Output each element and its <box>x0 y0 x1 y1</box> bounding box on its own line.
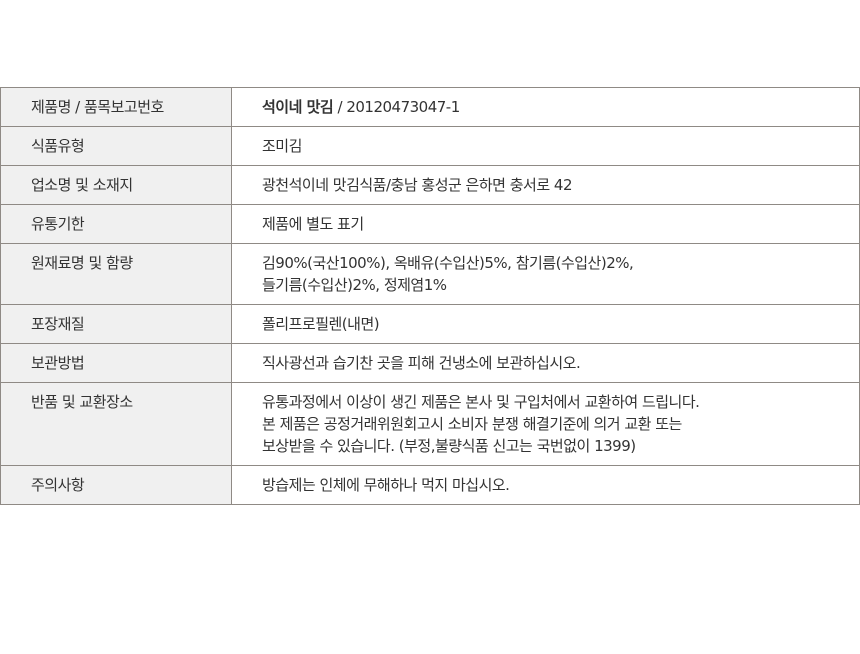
row-value: 김90%(국산100%), 옥배유(수입산)5%, 참기름(수입산)2%, 들기… <box>231 243 860 305</box>
row-value: 석이네 맛김 / 20120473047-1 <box>231 87 860 127</box>
row-label: 보관방법 <box>0 343 232 383</box>
value-line: 들기름(수입산)2%, 정제염1% <box>262 276 447 294</box>
row-value: 직사광선과 습기찬 곳을 피해 건냉소에 보관하십시오. <box>231 343 860 383</box>
table-row: 식품유형 조미김 <box>0 126 860 166</box>
row-value: 조미김 <box>231 126 860 166</box>
row-label: 원재료명 및 함량 <box>0 243 232 305</box>
table-row: 업소명 및 소재지 광천석이네 맛김식품/충남 홍성군 은하면 충서로 42 <box>0 165 860 205</box>
product-info-table: 제품명 / 품목보고번호 석이네 맛김 / 20120473047-1 식품유형… <box>0 87 860 505</box>
row-label: 주의사항 <box>0 465 232 505</box>
row-label: 식품유형 <box>0 126 232 166</box>
row-label: 제품명 / 품목보고번호 <box>0 87 232 127</box>
row-label: 포장재질 <box>0 304 232 344</box>
table-row: 보관방법 직사광선과 습기찬 곳을 피해 건냉소에 보관하십시오. <box>0 343 860 383</box>
row-value: 방습제는 인체에 무해하나 먹지 마십시오. <box>231 465 860 505</box>
report-number: / 20120473047-1 <box>333 98 461 116</box>
value-line: 보상받을 수 있습니다. (부정,불량식품 신고는 국번없이 1399) <box>262 437 636 455</box>
value-line: 유통과정에서 이상이 생긴 제품은 본사 및 구입처에서 교환하여 드립니다. <box>262 393 700 411</box>
table-row: 포장재질 폴리프로필렌(내면) <box>0 304 860 344</box>
row-value: 유통과정에서 이상이 생긴 제품은 본사 및 구입처에서 교환하여 드립니다. … <box>231 382 860 466</box>
row-value: 폴리프로필렌(내면) <box>231 304 860 344</box>
table-row: 주의사항 방습제는 인체에 무해하나 먹지 마십시오. <box>0 465 860 505</box>
row-label: 업소명 및 소재지 <box>0 165 232 205</box>
table-row: 제품명 / 품목보고번호 석이네 맛김 / 20120473047-1 <box>0 87 860 127</box>
row-label: 반품 및 교환장소 <box>0 382 232 466</box>
row-value: 광천석이네 맛김식품/충남 홍성군 은하면 충서로 42 <box>231 165 860 205</box>
table-row: 반품 및 교환장소 유통과정에서 이상이 생긴 제품은 본사 및 구입처에서 교… <box>0 382 860 466</box>
value-line: 본 제품은 공정거래위원회고시 소비자 분쟁 해결기준에 의거 교환 또는 <box>262 415 682 433</box>
product-name: 석이네 맛김 <box>262 98 334 116</box>
row-value: 제품에 별도 표기 <box>231 204 860 244</box>
table-row: 유통기한 제품에 별도 표기 <box>0 204 860 244</box>
table-row: 원재료명 및 함량 김90%(국산100%), 옥배유(수입산)5%, 참기름(… <box>0 243 860 305</box>
value-line: 김90%(국산100%), 옥배유(수입산)5%, 참기름(수입산)2%, <box>262 254 634 272</box>
row-label: 유통기한 <box>0 204 232 244</box>
